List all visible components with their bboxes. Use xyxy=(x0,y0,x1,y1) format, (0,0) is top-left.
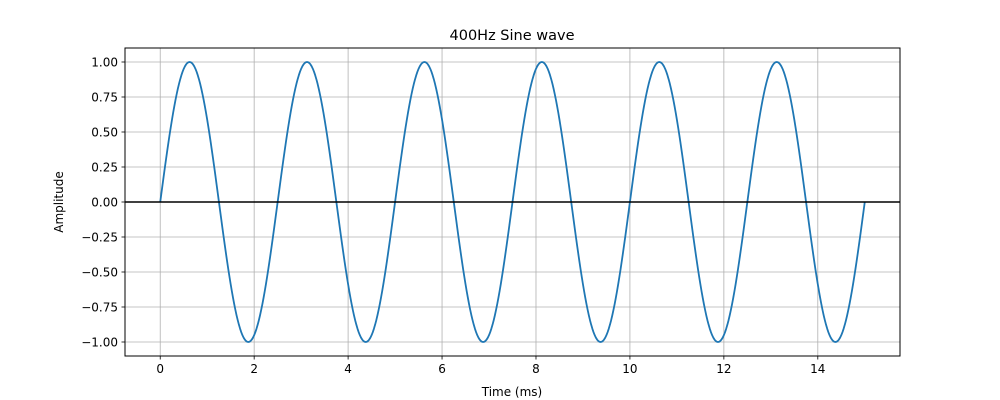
y-axis-label: Amplitude xyxy=(52,171,66,233)
x-tick-label: 8 xyxy=(532,362,540,376)
y-tick-label: −1.00 xyxy=(81,335,118,349)
x-tick-label: 12 xyxy=(716,362,731,376)
y-tick-label: 0.75 xyxy=(91,90,118,104)
x-tick-label: 10 xyxy=(622,362,637,376)
y-tick-label: 0.50 xyxy=(91,125,118,139)
x-tick-label: 2 xyxy=(250,362,258,376)
chart-title: 400Hz Sine wave xyxy=(450,28,575,44)
y-tick-label: −0.25 xyxy=(81,230,118,244)
x-tick-label: 14 xyxy=(810,362,825,376)
y-axis-ticks: 1.00 0.75 0.50 0.25 0.00 −0.25 −0.50 −0.75 −1.00 xyxy=(81,55,125,349)
y-tick-label: 0.25 xyxy=(91,160,118,174)
x-axis-ticks: 0 2 4 6 8 10 12 14 xyxy=(156,356,825,376)
y-tick-label: −0.50 xyxy=(81,265,118,279)
x-tick-label: 4 xyxy=(344,362,352,376)
y-tick-label: 1.00 xyxy=(91,55,118,69)
x-tick-label: 6 xyxy=(438,362,446,376)
x-axis-label: Time (ms) xyxy=(481,385,543,399)
x-tick-label: 0 xyxy=(156,362,164,376)
y-tick-label: −0.75 xyxy=(81,300,118,314)
y-tick-label: 0.00 xyxy=(91,195,118,209)
